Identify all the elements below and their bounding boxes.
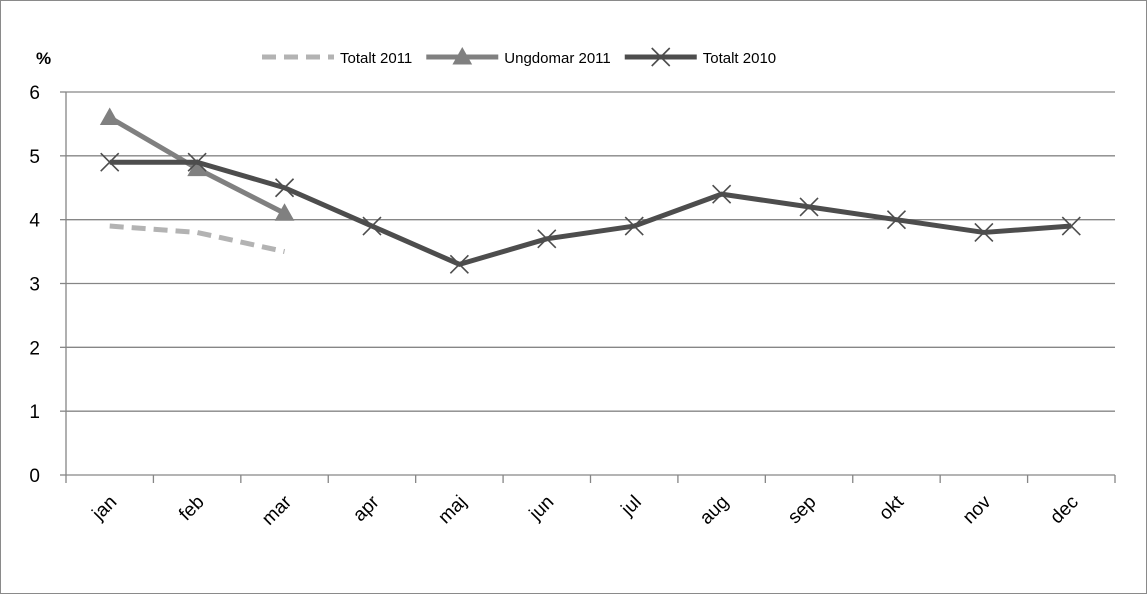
series-line — [109, 159, 1072, 267]
y-tick-label: 2 — [29, 338, 40, 359]
legend-label: Totalt 2011 — [340, 50, 412, 67]
y-unit-label: % — [36, 49, 51, 68]
x-mark-stroke — [187, 152, 207, 172]
legend-label: Totalt 2010 — [703, 50, 776, 67]
x-tick-label: jul — [617, 492, 646, 521]
legend: Totalt 2011 Ungdomar 2011 Totalt 2010 — [262, 46, 776, 67]
data-point-x — [100, 152, 120, 172]
x-mark-stroke — [100, 152, 120, 172]
legend-item: Totalt 2011 — [262, 50, 412, 67]
legend-item: Ungdomar 2011 — [426, 46, 611, 67]
x-mark-stroke — [799, 197, 819, 217]
data-point-triangle — [274, 203, 295, 221]
data-point-x — [886, 210, 907, 230]
x-mark-stroke — [651, 47, 671, 67]
x-mark-stroke — [274, 178, 295, 198]
y-tick-label: 4 — [29, 211, 40, 232]
data-point-x — [712, 184, 732, 204]
x-mark-stroke — [974, 222, 994, 242]
x-mark-stroke — [886, 210, 907, 230]
data-point-x — [537, 229, 557, 249]
x-mark-stroke — [1061, 216, 1081, 236]
x-tick-label: dec — [1046, 492, 1083, 529]
y-tick-labels: 0 1 2 3 4 5 6 — [29, 83, 40, 487]
x-mark-stroke — [362, 216, 382, 236]
axes — [60, 91, 1116, 483]
legend-item: Totalt 2010 — [624, 47, 776, 67]
x-mark-stroke — [537, 229, 557, 249]
data-point-x — [1061, 216, 1081, 236]
data-point-x — [362, 216, 382, 236]
series-line — [109, 223, 286, 255]
x-tick-label: aug — [696, 492, 733, 529]
gridlines — [66, 91, 1115, 412]
data-point-triangle — [99, 107, 120, 126]
y-tick-label: 6 — [29, 83, 40, 104]
y-tick-label: 0 — [29, 466, 40, 487]
data-point-x — [187, 152, 207, 172]
x-tick-label: okt — [875, 491, 908, 524]
x-tick-label: mar — [258, 491, 296, 529]
x-mark-stroke — [624, 216, 644, 236]
data-point-x — [449, 254, 469, 274]
x-tick-label: apr — [349, 491, 384, 526]
x-tick-label: jan — [88, 492, 121, 525]
series-lines — [99, 107, 1081, 274]
data-point-x — [274, 178, 295, 198]
x-mark-stroke — [449, 254, 469, 274]
y-tick-label: 5 — [29, 147, 40, 168]
data-point-triangle — [452, 46, 473, 65]
y-tick-label: 3 — [29, 275, 40, 296]
data-point-x — [651, 47, 671, 67]
legend-label: Ungdomar 2011 — [504, 50, 610, 67]
data-point-x — [974, 222, 994, 242]
x-tick-label: maj — [434, 492, 471, 529]
x-tick-label: feb — [175, 492, 209, 526]
x-tick-labels: jan feb mar apr maj jun jul aug sep okt nov dec — [88, 491, 1083, 529]
x-mark-stroke — [712, 184, 732, 204]
x-tick-label: sep — [784, 492, 821, 529]
x-tick-label: jun — [525, 492, 558, 525]
data-point-x — [624, 216, 644, 236]
y-tick-label: 1 — [29, 402, 40, 423]
data-point-x — [799, 197, 819, 217]
x-tick-label: nov — [959, 491, 996, 528]
